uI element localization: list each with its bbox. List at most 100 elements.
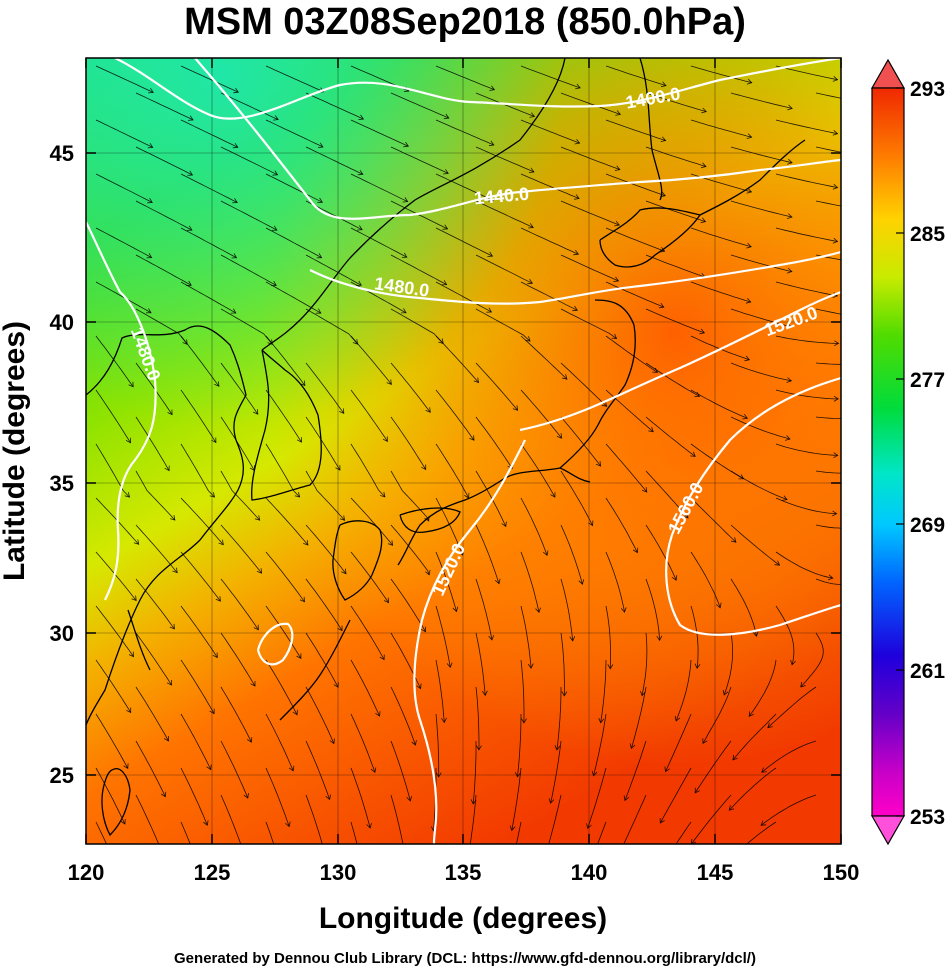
streamline-arrowhead xyxy=(357,169,364,176)
streamline xyxy=(815,254,841,261)
streamline-arrowhead xyxy=(325,794,331,801)
streamline xyxy=(135,632,172,686)
streamline-arrowhead xyxy=(164,465,170,472)
streamline xyxy=(435,173,494,201)
streamline xyxy=(390,308,444,344)
streamline-arrowhead xyxy=(232,142,239,149)
streamline xyxy=(761,849,816,879)
streamline xyxy=(220,740,249,799)
streamline-arrowhead xyxy=(656,635,663,642)
streamline-arrowhead xyxy=(339,408,345,415)
streamline xyxy=(135,578,175,630)
streamline-arrowhead xyxy=(664,766,670,773)
contour-1520-north xyxy=(519,290,841,432)
streamline-arrowhead xyxy=(732,754,738,761)
streamline-arrowhead xyxy=(660,136,667,142)
streamline-arrowhead xyxy=(601,401,608,407)
streamline-arrowhead xyxy=(303,540,309,546)
streamline xyxy=(730,92,793,109)
streamline xyxy=(220,524,262,574)
streamline xyxy=(690,551,721,608)
streamline-arrowhead xyxy=(787,158,793,165)
streamline-arrowhead xyxy=(469,435,475,441)
streamline-arrowhead xyxy=(167,409,173,416)
streamline xyxy=(690,605,699,669)
streamline-arrowhead xyxy=(145,308,152,314)
streamline-arrowhead xyxy=(120,818,126,825)
streamline xyxy=(645,416,696,457)
y-tick-label: 30 xyxy=(50,621,74,646)
streamline-arrowhead xyxy=(575,83,581,90)
streamline-arrowhead xyxy=(425,407,431,413)
streamline-arrowhead xyxy=(744,355,751,362)
streamline-arrowhead xyxy=(375,711,381,717)
streamline xyxy=(694,740,732,794)
streamline-arrowhead xyxy=(211,437,217,444)
streamline-arrowhead xyxy=(832,76,839,82)
streamline-arrowhead xyxy=(761,874,766,879)
streamline xyxy=(560,524,583,585)
streamline-arrowhead xyxy=(158,847,163,852)
streamline xyxy=(220,578,259,630)
streamline xyxy=(220,254,277,286)
streamline-arrowhead xyxy=(155,903,160,908)
streamline xyxy=(135,92,194,121)
streamline-arrowhead xyxy=(659,247,666,253)
streamline-arrowhead xyxy=(786,377,793,383)
colorbar-tick-label: 277 xyxy=(910,369,945,392)
streamline-arrowhead xyxy=(147,142,154,149)
streamline-arrowhead xyxy=(761,767,767,773)
streamline-arrowhead xyxy=(607,664,614,670)
streamline xyxy=(390,794,404,844)
streamline-arrowhead xyxy=(250,681,256,687)
streamline-arrowhead xyxy=(528,167,535,173)
streamline-arrowhead xyxy=(648,426,654,433)
streamline xyxy=(350,821,358,844)
streamline xyxy=(305,308,358,345)
streamline xyxy=(220,632,256,687)
streamline xyxy=(645,308,705,334)
streamline-arrowhead xyxy=(473,377,479,384)
streamline-arrowhead xyxy=(294,492,301,498)
y-axis-tickmarks xyxy=(86,152,841,776)
streamline-arrowhead xyxy=(528,223,534,229)
streamline xyxy=(515,821,522,844)
streamline-arrowhead xyxy=(591,770,598,777)
streamline xyxy=(623,794,647,844)
streamline xyxy=(560,92,621,115)
streamline-arrowhead xyxy=(214,381,220,387)
streamline xyxy=(775,119,838,135)
streamline xyxy=(548,794,562,844)
streamline-arrowhead xyxy=(285,821,291,828)
streamline xyxy=(265,119,324,148)
streamline xyxy=(265,335,306,386)
map-title: MSM 03Z08Sep2018 (850.0hPa) xyxy=(184,1,746,43)
streamline xyxy=(690,281,751,303)
streamline xyxy=(305,470,345,521)
streamline-arrowhead xyxy=(620,607,627,613)
streamline-arrowhead xyxy=(827,574,834,581)
streamline-arrowhead xyxy=(383,597,389,604)
streamline xyxy=(469,794,477,844)
streamline xyxy=(435,65,495,91)
streamline-arrowhead xyxy=(452,606,459,613)
streamline xyxy=(135,200,193,231)
streamline xyxy=(95,551,137,601)
streamline xyxy=(775,173,838,188)
coastline-japan-kyushu xyxy=(332,520,383,601)
streamline xyxy=(136,849,159,908)
streamline xyxy=(556,687,562,750)
streamline xyxy=(645,578,660,641)
streamline-arrowhead xyxy=(253,409,259,415)
x-tick-label: 125 xyxy=(194,860,231,885)
streamline-arrowhead xyxy=(209,492,216,498)
streamline-arrowhead xyxy=(748,711,754,717)
streamline-arrowhead xyxy=(700,217,707,224)
streamline-arrowhead xyxy=(674,715,681,722)
streamline-arrowhead xyxy=(623,795,630,802)
streamline xyxy=(815,200,841,207)
streamline xyxy=(605,605,611,669)
streamline-arrowhead xyxy=(379,491,386,498)
streamline-arrowhead xyxy=(169,515,176,521)
streamline xyxy=(560,470,593,526)
